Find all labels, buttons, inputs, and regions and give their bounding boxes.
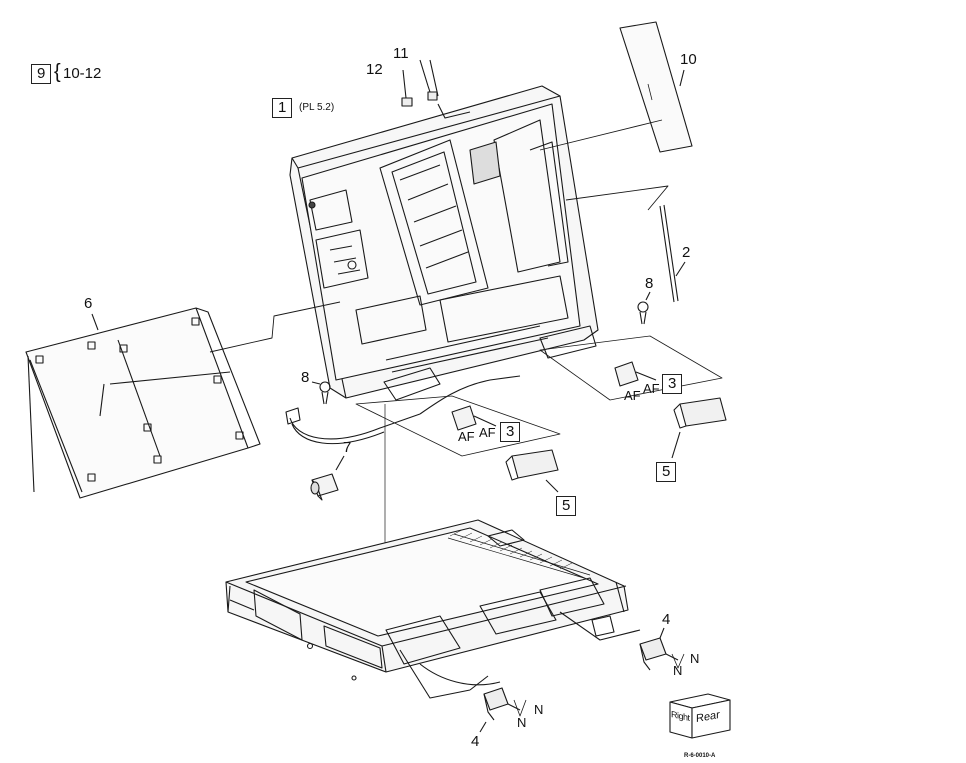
group-range-label: 10-12 [63,65,102,82]
part-10-label [619,21,693,153]
screw-8-right [637,301,649,325]
platen-base-unit [225,519,641,699]
screw-8-left [319,381,331,405]
callout-2: 2 [682,244,691,261]
fastener-mark-af: AF [643,381,660,396]
callout-3-left: 3 [500,422,521,442]
fastener-mark-n: N [517,715,527,730]
callout-5-left: 5 [556,496,577,516]
fastener-mark-n: N [534,702,544,717]
part-7-ferrite [310,473,339,501]
fastener-mark-af: AF [458,429,475,444]
callout-3-right: 3 [662,374,683,394]
callout-7: 7 [343,439,352,456]
part-4-bracket-right [639,637,679,671]
callout-9: 9 [31,64,52,84]
part-4-bracket-lower [483,687,521,721]
callout-5-right: 5 [656,462,677,482]
callout-4-right: 4 [662,611,671,628]
part-1-cover-assembly [289,85,599,401]
part-5-hinge-cover-left [505,449,559,481]
fastener-mark-af: AF [624,388,641,403]
callout-4-lower: 4 [471,733,480,750]
fastener-mark-n: N [690,651,700,666]
part-2-rod [659,204,679,303]
callout-8-right: 8 [645,275,654,292]
callout-6: 6 [84,295,93,312]
orientation-cube [669,693,731,739]
figure-id: R-6-0010-A [684,753,716,759]
group-brace: { [54,61,61,83]
callout-10: 10 [680,51,697,68]
fastener-mark-n: N [673,663,683,678]
callout-12: 12 [366,61,383,78]
callout-8-left: 8 [301,369,310,386]
callout-1-ref: (PL 5.2) [299,102,335,113]
callout-11: 11 [393,45,409,62]
callout-1: 1 [272,98,293,118]
part-5-hinge-cover-right [673,397,727,429]
fastener-mark-af: AF [479,425,496,440]
part-6-rear-panel [25,307,261,499]
